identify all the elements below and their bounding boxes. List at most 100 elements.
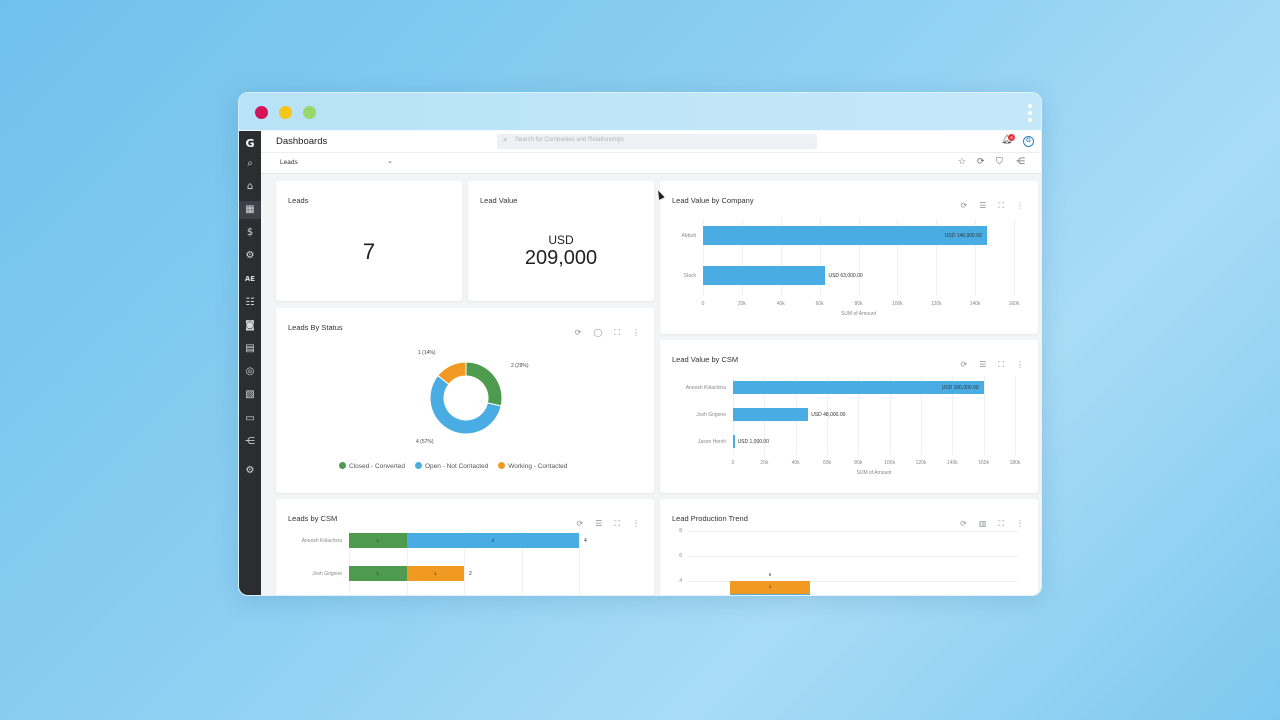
column-chart-icon[interactable]: ▥ xyxy=(978,519,987,528)
report-icon[interactable]: ▧ xyxy=(245,389,255,400)
legend-label: Working - Contacted xyxy=(508,463,568,470)
gridline xyxy=(1015,376,1016,455)
card-toolbar: ⟳ ☰ ⛶ ⋮ xyxy=(949,195,1024,213)
refresh-icon[interactable]: ⟳ xyxy=(576,519,584,528)
bar[interactable] xyxy=(733,381,984,394)
chart-legend: Closed - Converted Open - Not Contacted Wo… xyxy=(339,462,577,470)
slice-label: 2 (29%) xyxy=(511,363,529,369)
list-icon[interactable]: ☷ xyxy=(245,297,255,308)
more-icon[interactable]: ⋮ xyxy=(1016,360,1024,369)
chevron-down-icon[interactable]: ⌄ xyxy=(387,157,393,165)
filter-icon[interactable]: ⛉ xyxy=(996,157,1003,167)
search-input[interactable]: ⌕ Search for Companies and Relationships xyxy=(497,134,817,149)
expand-icon[interactable]: ⛶ xyxy=(998,519,1004,528)
donut-slice[interactable] xyxy=(465,361,503,407)
refresh-icon[interactable]: ⟳ xyxy=(960,201,968,210)
bar[interactable] xyxy=(733,408,809,421)
leads-by-csm-card: Leads by CSM ⟳ ☰ ⛶ ⋮ Anoosh Kolachina 1 3 4 Jos… xyxy=(276,499,654,595)
gridline xyxy=(827,376,828,455)
gridline xyxy=(889,376,891,455)
gear-icon[interactable]: ⚙ xyxy=(245,250,255,261)
expand-icon[interactable]: ⛶ xyxy=(614,328,620,337)
data-label: USD 63,000.00 xyxy=(828,272,863,279)
camera-icon[interactable]: ◙ xyxy=(245,320,255,331)
card-title: Leads by CSM xyxy=(288,514,338,523)
home-icon[interactable]: ⌂ xyxy=(246,181,254,192)
x-axis-title: SUM of Amount xyxy=(856,470,892,476)
bar-chart-icon[interactable]: ☰ xyxy=(595,519,603,528)
x-axis-title: SUM of Amount xyxy=(840,311,877,317)
expand-icon[interactable]: ⛶ xyxy=(614,519,620,528)
more-icon[interactable]: ⋮ xyxy=(1016,519,1024,528)
more-icon[interactable]: ⋮ xyxy=(1016,201,1024,210)
presentation-icon[interactable]: ▤ xyxy=(245,343,255,354)
bar-segment[interactable] xyxy=(349,533,407,548)
minimize-window-button[interactable] xyxy=(279,106,292,119)
logo-icon[interactable]: G xyxy=(245,137,255,150)
share-icon[interactable]: ⋲ xyxy=(1016,157,1025,167)
expand-icon[interactable]: ⛶ xyxy=(998,360,1004,369)
bar-chart-icon[interactable]: ☰ xyxy=(979,360,987,369)
bar[interactable] xyxy=(703,226,987,245)
x-tick-label: 80k xyxy=(854,301,863,307)
donut-slice[interactable] xyxy=(437,361,467,385)
y-tick-label: 8 xyxy=(679,528,682,534)
bell-icon[interactable]: 🔔︎ xyxy=(1001,135,1013,145)
lead-value-by-csm-card: Lead Value by CSM ⟳ ☰ ⛶ ⋮ 0 20k 40k 60k 80k 100k… xyxy=(660,340,1038,493)
bar-segment[interactable] xyxy=(406,566,464,581)
bar-segment[interactable] xyxy=(349,566,407,581)
lead-value-by-company-card: Lead Value by Company ⟳ ☰ ⛶ ⋮ 0 20k 40k 60k 80k… xyxy=(660,181,1038,334)
maximize-window-button[interactable] xyxy=(303,106,316,119)
gridline xyxy=(780,219,782,296)
category-label: Anoosh Kolachina xyxy=(301,538,342,544)
gridline xyxy=(1014,219,1015,296)
target-icon[interactable]: ◎ xyxy=(245,366,255,377)
ae-icon[interactable]: AE xyxy=(244,275,256,283)
donut-chart-icon[interactable]: ◯ xyxy=(593,328,603,337)
legend-item[interactable]: Open - Not Contacted xyxy=(415,462,488,470)
sidebar: G ⌕ ⌂ ▦ $ ⚙ AE ☷ ◙ ▤ ◎ ▧ ▭ ⋲ ⚙ xyxy=(239,131,261,595)
dollar-icon[interactable]: $ xyxy=(246,227,254,238)
notification-badge: 4 xyxy=(1008,134,1015,141)
refresh-icon[interactable]: ⟳ xyxy=(977,157,985,167)
profile-g-icon[interactable]: G xyxy=(1023,136,1034,147)
star-icon[interactable]: ☆ xyxy=(958,157,967,167)
dashboard-icon[interactable]: ▦ xyxy=(239,201,261,219)
close-window-button[interactable] xyxy=(255,106,268,119)
card-toolbar: ⟳ ◯ ⛶ ⋮ xyxy=(563,322,640,340)
more-icon[interactable]: ⋮ xyxy=(632,328,640,337)
app-content: G ⌕ ⌂ ▦ $ ⚙ AE ☷ ◙ ▤ ◎ ▧ ▭ ⋲ ⚙ Dashboards ⌕ Search fo… xyxy=(239,131,1041,595)
dashboard-select[interactable]: Leads xyxy=(280,159,298,166)
column-segment[interactable] xyxy=(730,581,810,594)
bar[interactable] xyxy=(733,435,735,448)
gridline xyxy=(688,556,1018,557)
search-icon[interactable]: ⌕ xyxy=(247,158,253,169)
bar-chart-icon[interactable]: ☰ xyxy=(979,201,987,210)
clipboard-icon[interactable]: ▭ xyxy=(245,413,255,424)
window-menu-icon[interactable] xyxy=(1028,104,1032,125)
gridline xyxy=(858,376,860,455)
card-title: Leads xyxy=(288,196,309,205)
x-tick-label: 180k xyxy=(1009,460,1021,466)
donut-slice[interactable] xyxy=(429,374,502,435)
x-tick-label: 120k xyxy=(930,301,942,307)
refresh-icon[interactable]: ⟳ xyxy=(574,328,582,337)
gridline xyxy=(579,531,580,595)
x-tick-label: 160k xyxy=(978,460,990,466)
flow-icon[interactable]: ⋲ xyxy=(245,436,255,447)
expand-icon[interactable]: ⛶ xyxy=(998,201,1004,210)
gridline xyxy=(897,219,899,296)
settings-icon[interactable]: ⚙ xyxy=(245,465,255,476)
x-tick-label: 160k xyxy=(1008,301,1020,307)
column-segment[interactable] xyxy=(730,593,810,595)
refresh-icon[interactable]: ⟳ xyxy=(960,360,968,369)
legend-item[interactable]: Closed - Converted xyxy=(339,462,405,470)
card-toolbar: ⟳ ▥ ⛶ ⋮ xyxy=(948,513,1024,531)
legend-swatch xyxy=(339,462,346,469)
legend-item[interactable]: Working - Contacted xyxy=(498,462,567,470)
bar[interactable] xyxy=(703,266,826,285)
refresh-icon[interactable]: ⟳ xyxy=(960,519,967,528)
bar-segment[interactable] xyxy=(406,533,579,548)
more-icon[interactable]: ⋮ xyxy=(632,519,640,528)
gridline xyxy=(936,219,938,296)
